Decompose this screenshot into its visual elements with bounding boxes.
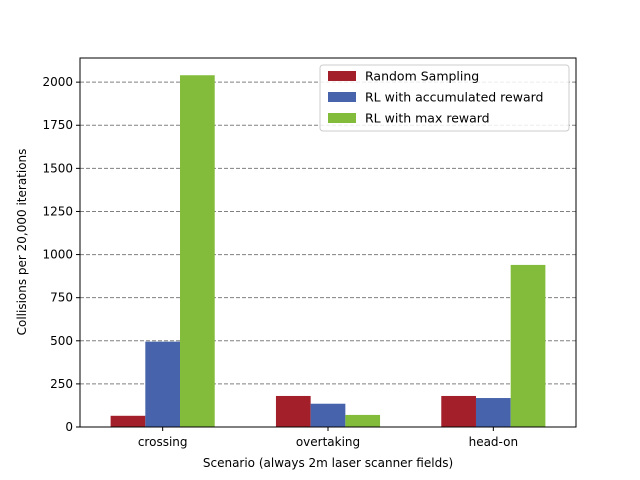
legend-box [319,64,570,132]
y-tick-label: 750 [50,291,73,305]
x-axis-label: Scenario (always 2m laser scanner fields… [203,456,453,470]
y-tick-label: 2000 [42,75,73,89]
x-tick-label: crossing [138,435,188,449]
x-tick-label: head-on [469,435,518,449]
y-tick-label: 1500 [42,161,73,175]
legend-label: RL with max reward [365,111,490,126]
bar-rl-with-max-reward-crossing [180,75,215,428]
bar-rl-with-accumulated-reward-overtaking [310,403,346,427]
legend-swatch [328,113,356,123]
legend-label: Random Sampling [365,69,479,84]
bar-random-sampling-overtaking [275,395,311,427]
y-tick-label: 1250 [42,204,73,218]
legend-swatch [328,71,356,81]
bar-random-sampling-crossing [110,415,146,427]
y-tick-label: 250 [50,377,73,391]
x-axis-ticks: crossing overtaking head-on [138,427,518,449]
legend-swatch [328,92,356,102]
bar-rl-with-accumulated-reward-head-on [475,398,511,427]
bar-rl-with-accumulated-reward-crossing [145,341,181,427]
y-axis-ticks: 0 250 500 750 1000 1250 1500 1750 2000 [42,75,80,434]
bar-random-sampling-head-on [441,395,476,427]
y-axis-label: Collisions per 20,000 iterations [15,149,29,336]
bars [110,75,546,428]
bar-rl-with-max-reward-overtaking [345,414,381,427]
y-tick-label: 1000 [42,248,73,262]
legend-label: RL with accumulated reward [365,90,543,105]
bar-rl-with-max-reward-head-on [510,264,546,427]
y-tick-label: 0 [65,420,73,434]
y-tick-label: 500 [50,334,73,348]
legend: Random Sampling RL with accumulated rewar… [319,64,570,132]
x-tick-label: overtaking [296,435,360,449]
y-tick-label: 1750 [42,118,73,132]
